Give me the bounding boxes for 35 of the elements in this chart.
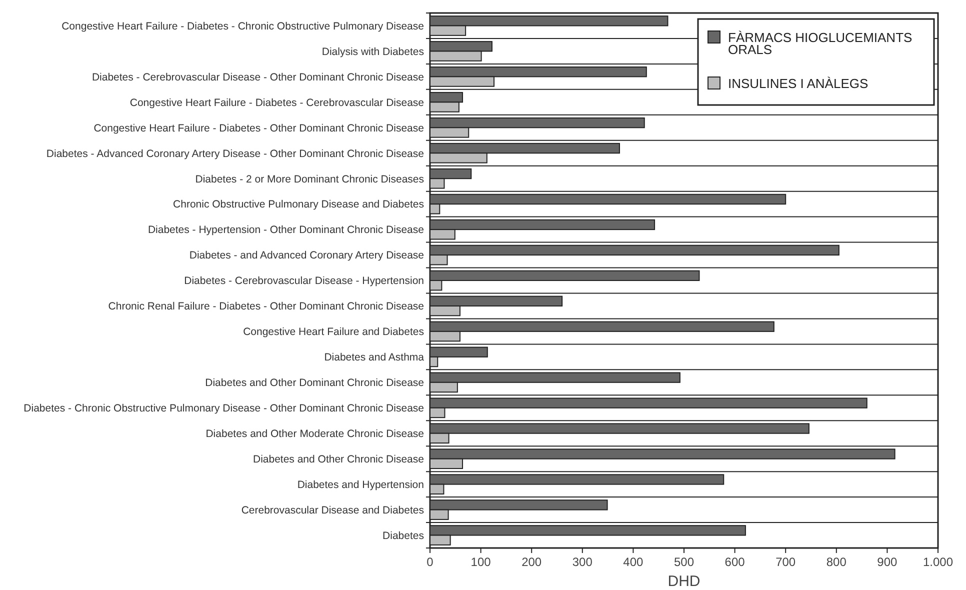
y-tick-label: Diabetes and Asthma [324,352,424,364]
y-tick-label: Chronic Renal Failure - Diabetes - Other Dominant Chronic Disease [108,300,424,313]
x-tick-label: 1.000 [922,555,954,569]
x-tick-label: 300 [572,555,593,569]
y-tick-label: Congestive Heart Failure - Diabetes - Other Dominant Chronic Disease [94,122,424,134]
x-tick-label: 0 [426,555,434,569]
legend-label: FÀRMACS HIOGLUCEMIANTS ORALS [728,30,913,57]
x-tick-label: 400 [623,555,644,569]
y-tick-label: Diabetes [382,530,424,542]
x-tick-label: 900 [877,555,898,569]
y-tick-label: Diabetes and Other Dominant Chronic Disease [205,377,424,390]
y-tick-label: Diabetes - and Advanced Coronary Artery Disease [189,250,424,262]
y-tick-label: Diabetes - Cerebrovascular Disease - Hypertension [184,275,424,288]
y-tick-label: Diabetes - Advanced Coronary Artery Disease - Other Dominant Chronic Disease [46,148,424,160]
y-tick-label: Congestive Heart Failure - Diabetes - Cerebrovascular Disease [130,96,424,109]
y-tick-label: Diabetes and Other Moderate Chronic Disease [206,428,424,440]
y-tick-label: Chronic Obstructive Pulmonary Disease and Diabetes [173,198,424,211]
y-tick-label: Cerebrovascular Disease and Diabetes [241,504,424,516]
y-tick-label: Diabetes - Hypertension - Other Dominant Chronic Disease [148,224,424,236]
x-tick-label: 600 [724,555,746,569]
y-tick-label: Congestive Heart Failure - Diabetes - Chronic Obstructive Pulmonary Disease [62,20,424,32]
y-tick-label: Diabetes - 2 or More Dominant Chronic Diseases [195,173,424,186]
y-tick-label: Diabetes - Chronic Obstructive Pulmonary Disease - Other Dominant Chronic Disease [24,402,424,415]
x-tick-label: 200 [522,555,542,569]
y-tick-label: Diabetes and Other Chronic Disease [252,454,424,466]
y-tick-label: Dialysis with Diabetes [322,46,424,58]
x-axis-title: DHD [668,573,700,590]
x-tick-label: 500 [674,555,694,569]
x-tick-label: 100 [470,555,492,569]
x-tick-label: 800 [826,555,847,569]
x-tick-label: 700 [776,555,796,569]
y-tick-label: Diabetes and Hypertension [297,478,424,491]
legend-label: INSULINES I ANÀLEGS [728,76,868,91]
y-tick-label: Congestive Heart Failure and Diabetes [243,326,424,338]
y-tick-label: Diabetes - Cerebrovascular Disease - Other Dominant Chronic Disease [92,71,424,84]
